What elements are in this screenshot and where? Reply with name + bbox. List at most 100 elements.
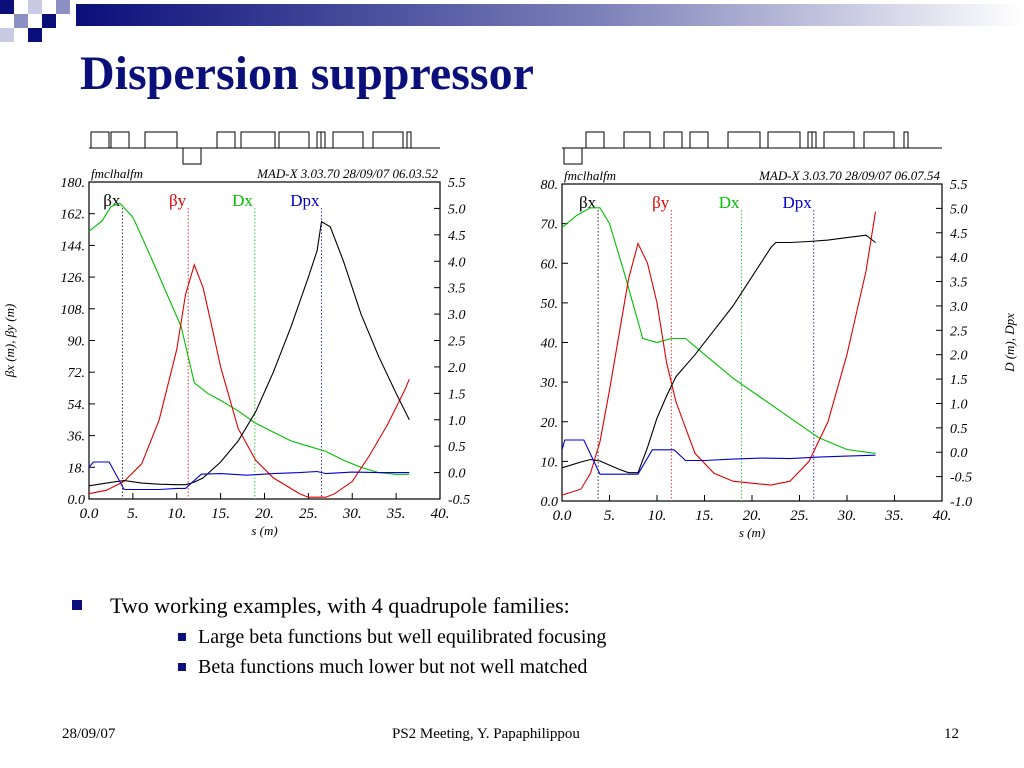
lattice-magnet-upper bbox=[903, 131, 909, 149]
series-line bbox=[561, 211, 877, 496]
plot-header-right: MAD-X 3.03.70 28/09/07 06.07.54 bbox=[758, 168, 940, 183]
y-left-tick-label: 90. bbox=[68, 335, 86, 350]
y-right-tick-label: 2.5 bbox=[950, 324, 968, 339]
y-left-tick-label: 10. bbox=[541, 455, 559, 470]
lattice-magnet-upper bbox=[807, 131, 813, 149]
x-tick-label: 15. bbox=[211, 506, 230, 522]
x-tick-label: 30. bbox=[342, 506, 362, 522]
y-right-tick-label: 1.5 bbox=[950, 373, 968, 388]
sub-bullet-text: Large beta functions but well equilibrat… bbox=[198, 626, 607, 648]
lattice-magnet-upper bbox=[406, 131, 412, 149]
y-left-tick-label: 20. bbox=[541, 416, 559, 431]
lattice-magnet-upper bbox=[332, 131, 364, 149]
y-left-tick-label: 54. bbox=[68, 398, 86, 413]
x-tick-label: 25. bbox=[299, 506, 318, 522]
y-right-tick-label: 4.5 bbox=[448, 229, 466, 244]
y-right-tick-label: 3.5 bbox=[447, 282, 466, 297]
legend-label: βy bbox=[652, 193, 670, 212]
legend-label: Dx bbox=[232, 191, 253, 210]
lattice-magnet-upper bbox=[689, 131, 709, 149]
lattice-magnet-upper bbox=[811, 131, 817, 149]
series-line bbox=[88, 263, 410, 498]
y-left-tick-label: 108. bbox=[61, 303, 86, 318]
bullet-square-icon bbox=[178, 633, 186, 641]
x-tick-label: 5. bbox=[127, 506, 138, 522]
bullet-list: Two working examples, with 4 quadrupole … bbox=[68, 590, 968, 682]
series-line bbox=[88, 202, 410, 475]
lattice-magnet-upper bbox=[823, 131, 855, 149]
lattice-magnet-upper bbox=[278, 131, 310, 149]
y-right-tick-label: 1.5 bbox=[448, 387, 466, 402]
sub-bullet-text: Beta functions much lower but not well m… bbox=[198, 656, 588, 678]
sub-bullet-item: Large beta functions but well equilibrat… bbox=[68, 622, 968, 652]
bullet-square-icon bbox=[72, 600, 82, 610]
legend-label: Dpx bbox=[290, 191, 320, 210]
y-right-tick-label: 5.5 bbox=[950, 178, 968, 193]
y-right-tick-label: -0.5 bbox=[950, 471, 972, 486]
y-left-tick-label: 36. bbox=[67, 430, 86, 445]
x-tick-label: 35. bbox=[386, 506, 406, 522]
x-tick-label: 30. bbox=[837, 508, 857, 524]
y-right-tick-label: 1.0 bbox=[950, 397, 968, 412]
y-left-tick-label: 0.0 bbox=[541, 495, 559, 510]
y-left-tick-label: 30. bbox=[540, 376, 559, 391]
x-tick-label: 25. bbox=[790, 508, 809, 524]
y-right-tick-label: 3.0 bbox=[447, 308, 466, 323]
y-left-tick-label: 72. bbox=[68, 366, 86, 381]
lattice-magnet-upper bbox=[144, 131, 178, 149]
y-right-tick-label: 2.5 bbox=[448, 335, 466, 350]
y-right-tick-label: 5.5 bbox=[448, 176, 466, 191]
lattice-magnet-upper bbox=[585, 131, 605, 149]
x-axis-label: s (m) bbox=[251, 523, 277, 538]
x-axis-label: s (m) bbox=[739, 525, 765, 540]
bullet-square-icon bbox=[178, 663, 186, 671]
legend-label: βy bbox=[169, 191, 187, 210]
x-tick-label: 35. bbox=[884, 508, 904, 524]
series-line bbox=[561, 439, 876, 475]
plot-header-left: fmclhalfm bbox=[564, 168, 616, 183]
sub-bullet-item: Beta functions much lower but not well m… bbox=[68, 652, 968, 682]
lattice-magnet-upper bbox=[863, 131, 895, 149]
y-right-tick-label: 2.0 bbox=[448, 361, 466, 376]
legend-label: Dpx bbox=[782, 193, 812, 212]
y-right-tick-label: 0.0 bbox=[950, 446, 968, 461]
lattice-magnet-upper bbox=[623, 131, 651, 149]
plot-header-right: MAD-X 3.03.70 28/09/07 06.03.52 bbox=[256, 166, 438, 181]
footer-presenter: PS2 Meeting, Y. Papaphilippou bbox=[392, 726, 580, 742]
y-right-axis-label: D (m), Dpx bbox=[1002, 313, 1017, 373]
lattice-magnet-upper bbox=[240, 131, 276, 149]
y-right-tick-label: 3.0 bbox=[949, 300, 968, 315]
series-line bbox=[561, 234, 876, 474]
legend-label: Dx bbox=[719, 193, 740, 212]
slide-title: Dispersion suppressor bbox=[80, 47, 534, 100]
lattice-magnet-upper bbox=[372, 131, 404, 149]
y-right-tick-label: 5.0 bbox=[950, 202, 968, 217]
series-line bbox=[561, 207, 876, 454]
y-right-tick-label: 5.0 bbox=[448, 202, 466, 217]
plot-frame bbox=[88, 181, 441, 500]
y-left-tick-label: 144. bbox=[61, 239, 86, 254]
x-tick-label: 20. bbox=[255, 506, 274, 522]
y-right-tick-label: 0.5 bbox=[950, 422, 968, 437]
y-right-tick-label: 2.0 bbox=[950, 349, 968, 364]
y-right-tick-label: -0.5 bbox=[448, 493, 470, 508]
y-right-tick-label: 0.0 bbox=[448, 467, 466, 482]
series-line bbox=[88, 220, 410, 487]
lattice-magnet-upper bbox=[316, 131, 322, 149]
lattice-magnet-lower bbox=[563, 147, 583, 165]
plot-frame bbox=[561, 183, 943, 502]
y-right-tick-label: 1.0 bbox=[448, 414, 466, 429]
y-right-tick-label: -1.0 bbox=[950, 495, 972, 510]
series-line bbox=[88, 461, 410, 491]
lattice-magnet-upper bbox=[110, 131, 130, 149]
y-right-tick-label: 4.0 bbox=[950, 251, 968, 266]
x-tick-label: 0.0 bbox=[80, 506, 99, 522]
header-decoration bbox=[0, 0, 1024, 42]
x-tick-label: 40. bbox=[431, 506, 450, 522]
y-left-axis-label: βx (m), βy (m) bbox=[2, 304, 17, 379]
x-tick-label: 15. bbox=[695, 508, 714, 524]
y-left-tick-label: 60. bbox=[541, 257, 559, 272]
y-left-tick-label: 180. bbox=[61, 176, 86, 191]
lattice-magnet-upper bbox=[216, 131, 236, 149]
plot-header-left: fmclhalfm bbox=[91, 166, 143, 181]
